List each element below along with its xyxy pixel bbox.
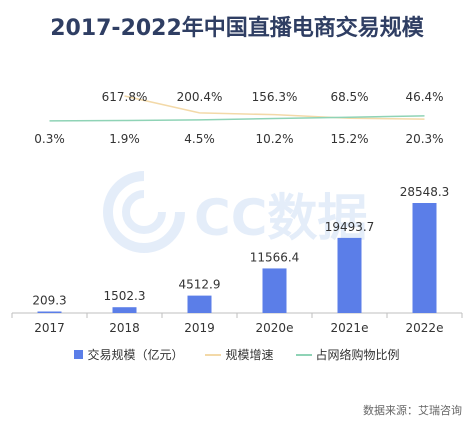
x-tick-label: 2019 <box>184 321 215 335</box>
bar-2019 <box>187 295 212 313</box>
bar-value-label: 1502.3 <box>104 289 146 303</box>
share-label: 1.9% <box>109 132 140 146</box>
legend-item-share: 占网络购物比例 <box>295 346 400 363</box>
share-label: 0.3% <box>34 132 65 146</box>
legend-swatch-bar <box>74 350 84 359</box>
source-note: 数据来源：艾瑞咨询 <box>363 404 462 417</box>
legend-swatch-share <box>295 353 312 356</box>
growth-rate-label: 68.5% <box>330 90 368 104</box>
bar-value-label: 4512.9 <box>179 278 221 292</box>
x-tick-label: 2021e <box>331 321 369 335</box>
chart-title: 2017-2022年中国直播电商交易规模 <box>50 16 424 41</box>
share-label: 10.2% <box>255 132 293 146</box>
legend-item-bar: 交易规模（亿元） <box>74 346 183 363</box>
share-label: 15.2% <box>330 132 368 146</box>
bar-2018 <box>112 307 137 313</box>
x-tick-label: 2022e <box>406 321 444 335</box>
growth-rate-label: 156.3% <box>252 90 298 104</box>
bar-2020e <box>262 268 287 313</box>
bar-2022e <box>412 203 437 313</box>
bar-value-label: 28548.3 <box>400 185 450 199</box>
share-label: 20.3% <box>405 132 443 146</box>
share-label: 4.5% <box>184 132 215 146</box>
growth-rate-label: 617.8% <box>102 90 148 104</box>
legend-swatch-growth <box>205 353 222 356</box>
growth-rate-label: 46.4% <box>405 90 443 104</box>
growth-rate-line <box>124 95 425 120</box>
x-tick-label: 2017 <box>34 321 65 335</box>
legend-item-growth: 规模增速 <box>205 346 274 363</box>
share-line <box>49 115 425 122</box>
bar-value-label: 11566.4 <box>250 250 300 264</box>
bar-value-label: 19493.7 <box>325 220 375 234</box>
bar-2017 <box>37 311 62 313</box>
legend-label-bar: 交易规模（亿元） <box>87 348 184 362</box>
growth-rate-label: 200.4% <box>177 90 223 104</box>
legend: 交易规模（亿元） 规模增速 占网络购物比例 <box>0 346 474 363</box>
legend-label-growth: 规模增速 <box>225 348 274 362</box>
bar-value-label: 209.3 <box>32 294 66 308</box>
x-tick-label: 2020e <box>256 321 294 335</box>
x-tick-label: 2018 <box>109 321 140 335</box>
legend-label-share: 占网络购物比例 <box>315 348 400 362</box>
bar-2021e <box>337 237 362 313</box>
